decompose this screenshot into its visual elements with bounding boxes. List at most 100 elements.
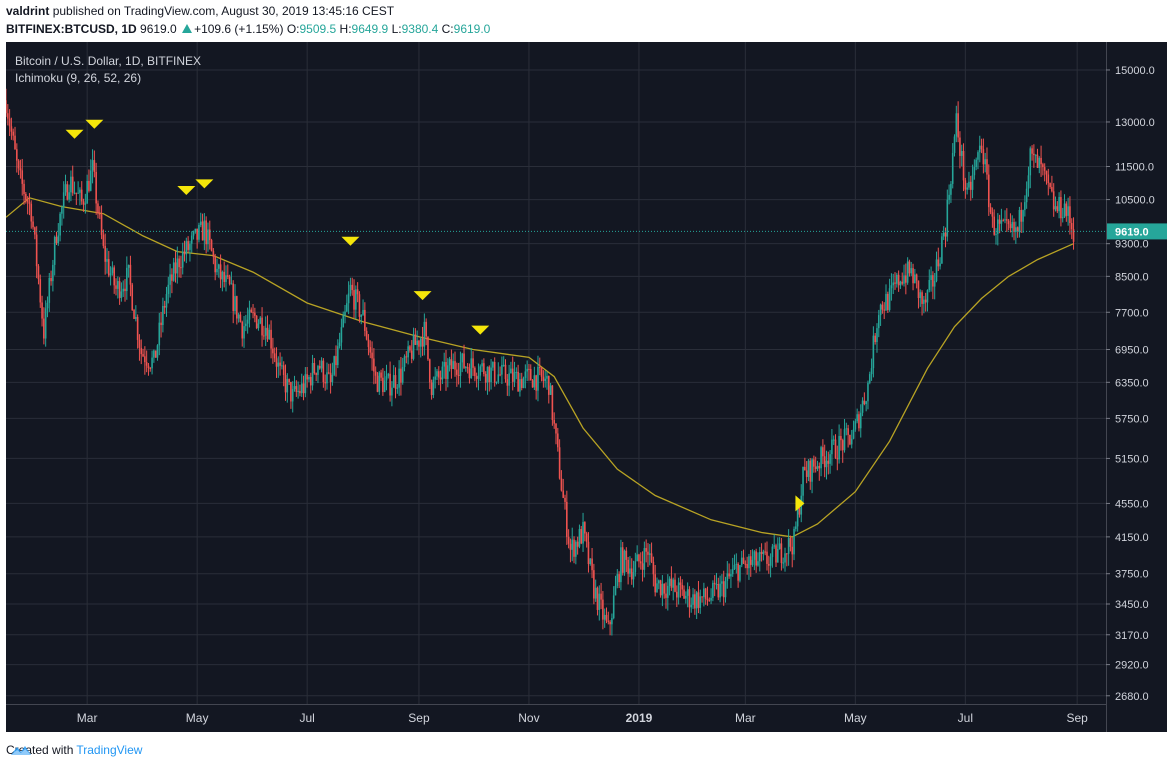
candle-body — [432, 379, 435, 395]
candle-body — [441, 366, 444, 380]
candle-body — [391, 387, 393, 396]
candle-body — [470, 358, 473, 379]
candle-body — [6, 100, 7, 114]
candle-body — [490, 367, 492, 383]
candle-body — [841, 440, 844, 451]
candle-body — [317, 365, 319, 375]
candle-body — [126, 267, 128, 292]
candle-body — [378, 372, 381, 392]
candle-body — [180, 267, 182, 269]
candle-body — [766, 551, 768, 564]
candle-body — [618, 574, 620, 583]
candle-body — [573, 539, 575, 557]
candle-body — [915, 274, 918, 281]
candle-body — [492, 362, 494, 368]
candle-body — [919, 292, 922, 299]
candle-body — [874, 335, 876, 343]
price-tick-label: 3170.0 — [1115, 630, 1149, 642]
candle-body — [513, 372, 516, 382]
candle-body — [1034, 154, 1037, 156]
publish-line: valdrint published on TradingView.com, A… — [6, 4, 394, 18]
down-marker-icon — [471, 325, 490, 335]
candle-body — [306, 374, 308, 380]
candle-body — [793, 528, 795, 555]
candle-body — [704, 588, 707, 599]
candle-body — [726, 573, 729, 581]
candle-body — [169, 274, 171, 285]
candle-body — [986, 159, 988, 175]
candle-body — [293, 386, 296, 390]
candle-body — [746, 564, 748, 569]
candle-body — [932, 275, 934, 287]
candle-body — [546, 375, 548, 379]
candle-body — [699, 596, 702, 608]
symbol-label: BITFINEX:BTCUSD, 1D — [6, 22, 137, 36]
candle-body — [367, 339, 370, 348]
candle-body — [66, 184, 69, 200]
candle-body — [578, 529, 581, 547]
candle-body — [710, 597, 712, 601]
candle-body — [784, 553, 786, 563]
candle-body — [115, 285, 117, 289]
candle-body — [199, 221, 202, 225]
time-tick-label: Nov — [518, 711, 539, 725]
price-chart[interactable]: 9619.0 15000.0 13000.0 11500.0 10500.0 9300.… — [6, 42, 1167, 732]
candle-body — [953, 136, 956, 153]
price-axis[interactable]: 15000.0 13000.0 11500.0 10500.0 9300.0 8500.0… — [1106, 42, 1155, 732]
candle-body — [739, 565, 741, 581]
candle-body — [549, 385, 552, 395]
candle-body — [178, 258, 180, 268]
candle-body — [266, 327, 269, 340]
candle-body — [219, 264, 222, 280]
candle-body — [237, 314, 240, 319]
candle-body — [389, 373, 391, 396]
candle-body — [127, 264, 130, 268]
candle-body — [998, 219, 1001, 224]
open-value: 9509.5 — [299, 22, 337, 36]
candles-layer — [6, 88, 1075, 636]
candle-body — [144, 356, 146, 363]
candle-body — [232, 283, 235, 311]
last-price-tag — [1107, 223, 1167, 240]
candle-body — [616, 574, 619, 586]
candle-body — [138, 339, 141, 348]
candle-body — [683, 589, 685, 599]
candle-body — [454, 361, 456, 370]
candle-body — [838, 436, 840, 460]
candle-body — [755, 551, 757, 566]
candle-body — [910, 268, 913, 274]
candle-body — [1013, 222, 1015, 232]
candle-body — [353, 290, 355, 310]
candle-body — [713, 582, 716, 585]
candle-body — [1018, 209, 1021, 232]
candle-body — [223, 271, 225, 282]
author-name[interactable]: valdrint — [6, 4, 50, 18]
candle-body — [722, 581, 725, 598]
candle-body — [30, 203, 33, 222]
candle-body — [760, 551, 763, 555]
candle-body — [887, 293, 889, 310]
candle-body — [975, 159, 977, 168]
candle-body — [571, 539, 574, 550]
candle-body — [1016, 227, 1019, 232]
candle-body — [903, 275, 905, 284]
candle-body — [1069, 206, 1071, 224]
chart-area[interactable]: 9619.0 15000.0 13000.0 11500.0 10500.0 9300.… — [6, 42, 1167, 732]
candle-body — [1065, 203, 1068, 216]
candle-body — [897, 274, 900, 286]
candle-body — [652, 561, 655, 575]
candle-body — [1049, 183, 1051, 188]
price-tick-label: 15000.0 — [1115, 65, 1155, 77]
down-marker-icon — [177, 186, 196, 196]
candle-body — [324, 382, 326, 384]
candle-body — [344, 311, 346, 316]
time-axis[interactable]: Mar May Jul Sep Nov 2019 Mar May Jul Sep — [6, 704, 1106, 726]
candle-body — [538, 366, 541, 369]
candle-body — [757, 561, 759, 566]
candle-body — [964, 180, 967, 190]
candle-body — [1022, 210, 1024, 222]
candle-body — [181, 251, 184, 268]
candle-body — [984, 159, 986, 165]
candle-body — [730, 574, 732, 577]
tradingview-brand[interactable]: TradingView — [76, 743, 143, 757]
